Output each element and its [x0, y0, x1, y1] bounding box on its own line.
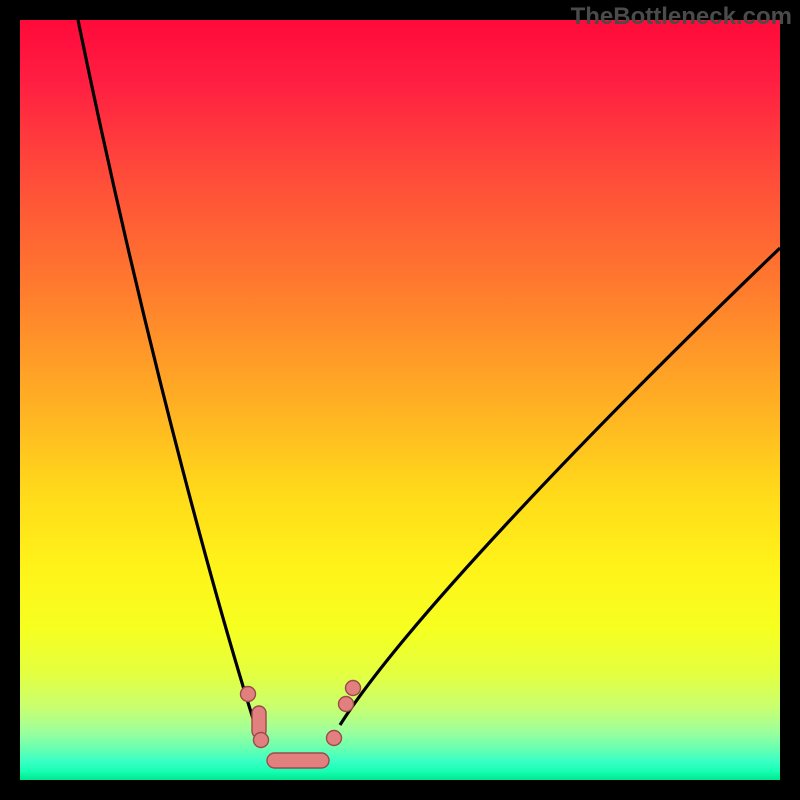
plot-frame [20, 20, 780, 780]
chart-stage: TheBottleneck.com [0, 0, 800, 800]
marker-left-bottom [254, 733, 269, 748]
marker-left-top [241, 687, 256, 702]
marker-floor-pill [267, 753, 329, 768]
plot-svg [20, 20, 780, 780]
marker-right-bottom [327, 731, 342, 746]
gradient-background [20, 20, 780, 780]
watermark-text: TheBottleneck.com [571, 3, 792, 31]
marker-right-mid [339, 697, 354, 712]
marker-right-top [346, 681, 361, 696]
